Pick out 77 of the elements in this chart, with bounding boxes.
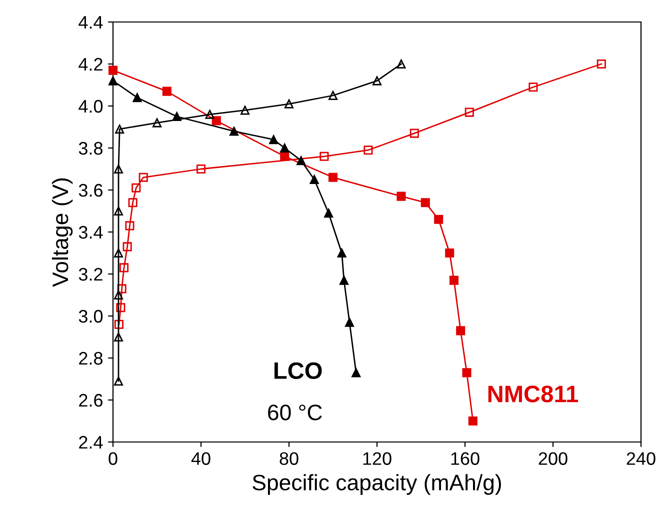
- point: [114, 376, 124, 386]
- point: [152, 118, 162, 128]
- point: [339, 276, 349, 285]
- y-tick-label: 4.2: [78, 58, 102, 71]
- y-tick-label: 3.2: [78, 268, 102, 281]
- x-axis-title: Specific capacity (mAh/g): [252, 474, 501, 495]
- point: [128, 198, 138, 208]
- series-label: NMC811: [488, 386, 578, 402]
- x-tick-label: 160: [451, 452, 480, 465]
- point: [352, 368, 361, 378]
- point: [125, 221, 134, 230]
- y-tick-label: 3.8: [78, 142, 102, 155]
- point: [445, 248, 454, 258]
- x-tick-label: 40: [191, 452, 210, 465]
- point: [324, 208, 334, 218]
- point: [132, 183, 141, 192]
- point: [410, 128, 419, 138]
- point: [596, 59, 606, 69]
- x-tick-label: 200: [538, 452, 568, 465]
- x-tick-label: 0: [108, 452, 118, 465]
- point: [462, 368, 472, 378]
- y-tick-label: 2.6: [79, 394, 102, 407]
- point: [456, 326, 466, 336]
- series-label: LCO: [274, 362, 322, 380]
- point: [320, 152, 329, 161]
- point: [108, 76, 118, 86]
- y-tick-label: 2.4: [79, 436, 103, 449]
- point: [205, 110, 214, 119]
- point: [117, 284, 126, 294]
- point: [116, 303, 126, 312]
- point: [420, 198, 430, 208]
- point: [344, 318, 354, 327]
- point: [196, 164, 206, 174]
- point: [229, 126, 239, 136]
- point: [115, 124, 124, 134]
- point: [212, 116, 221, 126]
- point: [162, 86, 172, 96]
- y-axis-title: Voltage (V): [52, 178, 73, 287]
- point: [114, 332, 124, 342]
- point: [310, 174, 319, 184]
- point: [296, 156, 306, 166]
- point: [114, 290, 124, 300]
- point: [449, 276, 459, 285]
- point: [138, 172, 148, 182]
- point: [434, 214, 444, 224]
- point: [328, 172, 338, 182]
- x-tick-label: 80: [280, 452, 298, 465]
- point: [284, 99, 294, 108]
- point: [114, 320, 124, 329]
- point: [464, 108, 474, 117]
- y-tick-label: 2.8: [79, 352, 102, 365]
- point: [114, 164, 124, 174]
- point: [396, 192, 406, 201]
- point: [114, 248, 124, 258]
- y-tick-label: 3.0: [78, 310, 103, 323]
- x-tick-label: 240: [626, 452, 656, 465]
- annotation: 60 °C: [268, 404, 322, 420]
- point: [269, 135, 278, 144]
- point: [372, 76, 382, 86]
- point: [337, 248, 346, 258]
- point: [528, 82, 538, 92]
- x-tick-label: 120: [363, 452, 392, 465]
- point: [396, 59, 406, 69]
- y-tick-label: 3.4: [78, 226, 103, 239]
- point: [114, 206, 124, 216]
- point: [132, 93, 142, 102]
- y-tick-label: 3.6: [78, 184, 102, 197]
- point: [108, 66, 118, 75]
- point: [119, 263, 129, 272]
- point: [280, 143, 290, 153]
- point: [468, 416, 478, 426]
- point: [364, 146, 373, 155]
- point: [328, 90, 338, 100]
- y-tick-label: 4.4: [78, 16, 103, 29]
- y-tick-label: 4.0: [78, 100, 103, 113]
- point: [240, 106, 250, 115]
- point: [122, 242, 132, 252]
